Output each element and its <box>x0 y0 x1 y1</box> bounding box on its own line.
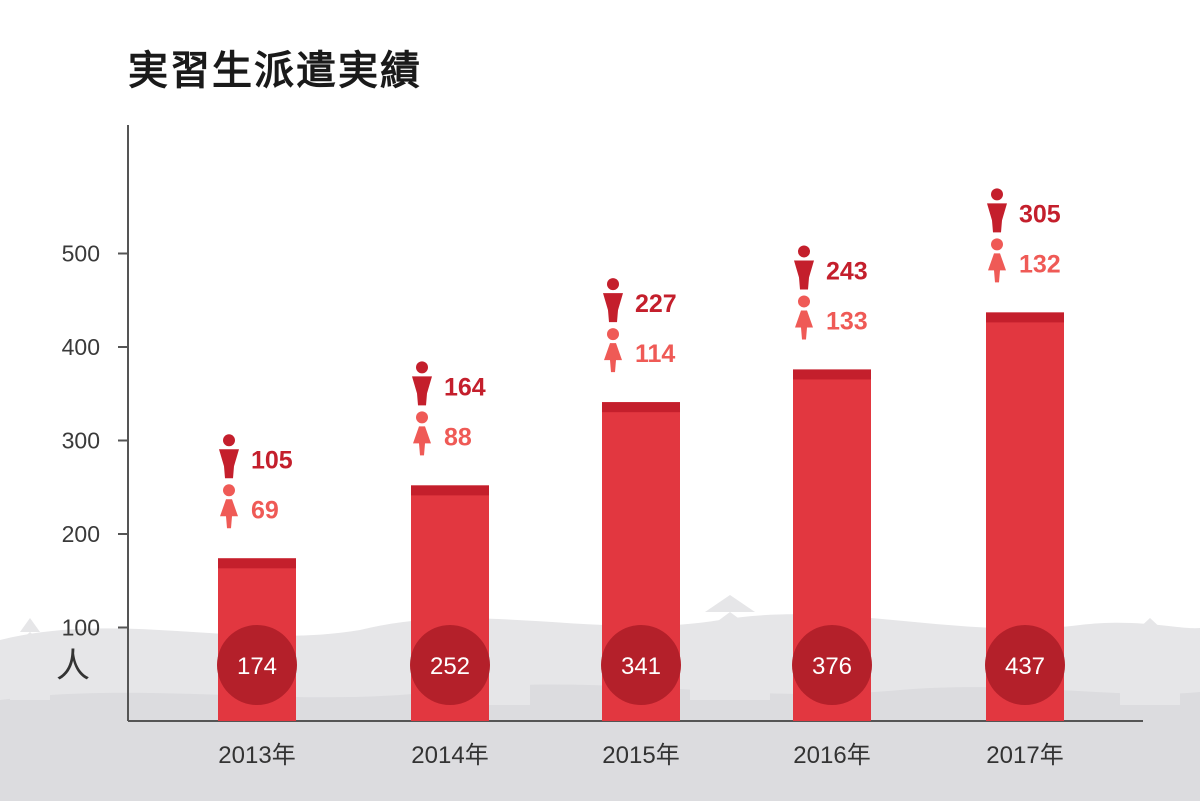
total-badge <box>217 625 297 705</box>
male-icon <box>603 278 623 323</box>
male-count-label: 243 <box>826 257 868 285</box>
female-count-label: 88 <box>444 423 472 451</box>
male-icon <box>794 245 814 290</box>
y-tick-label: 400 <box>62 334 100 360</box>
x-tick-label: 2013年 <box>218 742 295 769</box>
y-tick-label: 500 <box>62 241 100 267</box>
female-icon <box>988 238 1006 283</box>
male-count-label: 227 <box>635 290 677 318</box>
x-tick-label: 2016年 <box>793 742 870 769</box>
gender-breakdown: 105 69 164 88 227 114 243 133 305 132 <box>219 188 1061 529</box>
bars: 174 252 341 376 437 <box>217 312 1065 721</box>
x-tick-label: 2017年 <box>986 742 1063 769</box>
female-count-label: 114 <box>635 340 675 368</box>
male-icon <box>219 434 239 479</box>
bar-cap <box>602 402 680 413</box>
y-tick-label: 100 <box>62 615 100 641</box>
y-tick-label: 200 <box>62 521 100 547</box>
male-count-label: 305 <box>1019 200 1061 228</box>
total-badge <box>985 625 1065 705</box>
female-icon <box>220 484 238 529</box>
female-icon <box>795 295 813 340</box>
female-icon <box>413 411 431 456</box>
bar-value-label: 376 <box>812 653 852 680</box>
bar-value-label: 437 <box>1005 653 1045 680</box>
bar-cap <box>986 312 1064 323</box>
y-axis-ticks: 100 200 300 400 500 <box>62 241 128 641</box>
x-tick-label: 2014年 <box>411 742 488 769</box>
bar-cap <box>411 485 489 496</box>
total-badge <box>792 625 872 705</box>
bar-value-label: 252 <box>430 653 470 680</box>
female-count-label: 69 <box>251 496 279 524</box>
male-count-label: 105 <box>251 446 293 474</box>
y-tick-label: 300 <box>62 428 100 454</box>
male-count-label: 164 <box>444 373 486 401</box>
bar-cap <box>218 558 296 569</box>
chart-title: 実習生派遣実績 <box>128 49 422 93</box>
x-tick-label: 2015年 <box>602 742 679 769</box>
skyline-background <box>0 595 1200 801</box>
bar-value-label: 174 <box>237 653 277 680</box>
female-count-label: 132 <box>1019 250 1061 278</box>
bar-cap <box>793 369 871 380</box>
bar-value-label: 341 <box>621 653 661 680</box>
female-icon <box>604 328 622 373</box>
male-icon <box>987 188 1007 233</box>
male-icon <box>412 361 432 406</box>
female-count-label: 133 <box>826 307 868 335</box>
total-badge <box>601 625 681 705</box>
x-axis-labels: 2013年 2014年 2015年 2016年 2017年 <box>218 742 1063 769</box>
total-badge <box>410 625 490 705</box>
y-axis-unit: 人 <box>56 647 90 685</box>
